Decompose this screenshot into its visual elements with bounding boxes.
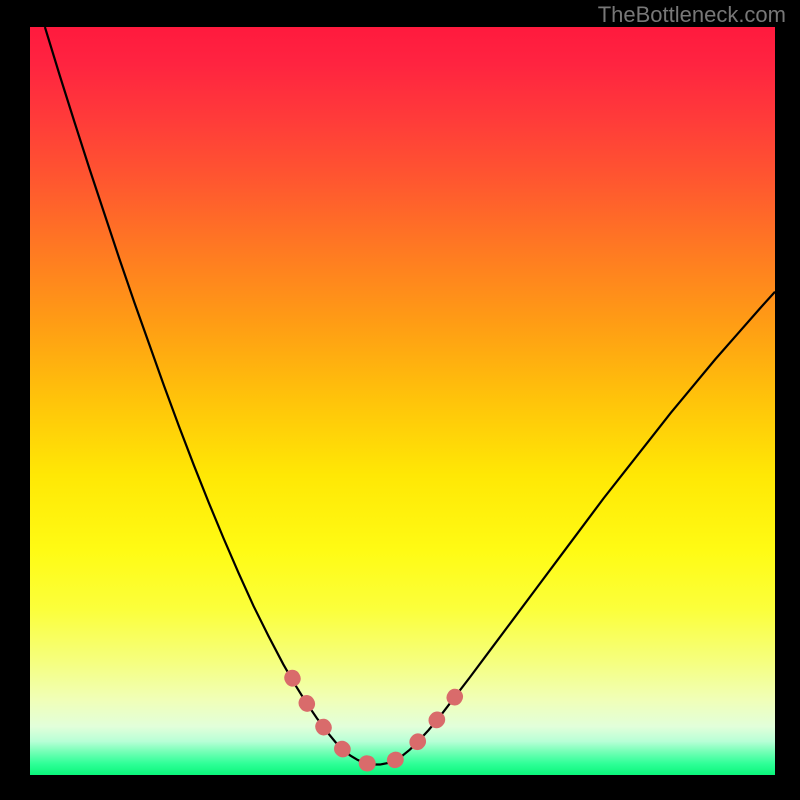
bottleneck-curve-chart (0, 0, 800, 800)
gradient-background (30, 27, 775, 775)
chart-container: TheBottleneck.com (0, 0, 800, 800)
